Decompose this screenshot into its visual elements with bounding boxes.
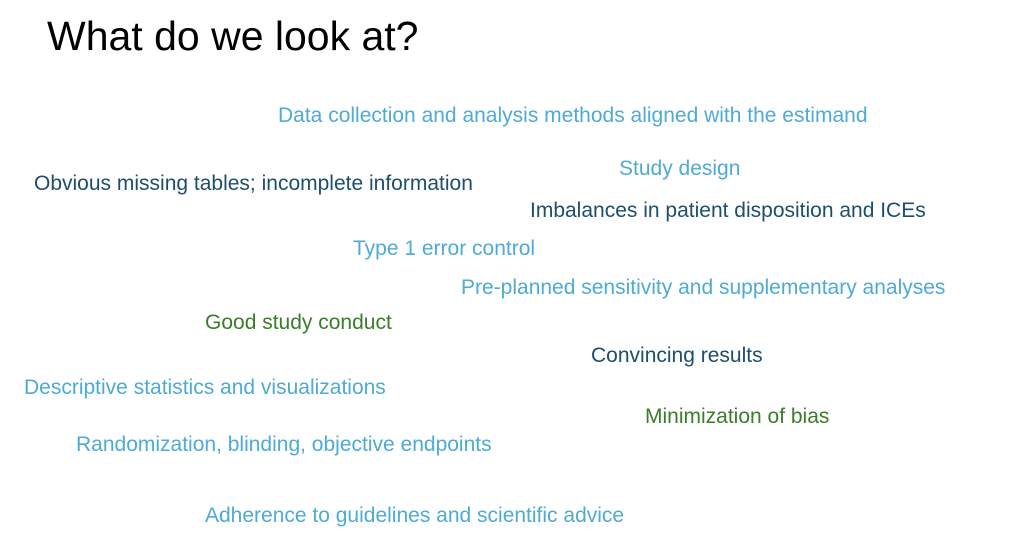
phrase-convincing: Convincing results xyxy=(591,344,763,367)
phrase-study-conduct: Good study conduct xyxy=(205,311,392,334)
phrase-bias: Minimization of bias xyxy=(645,405,830,428)
phrase-adherence: Adherence to guidelines and scientific a… xyxy=(205,504,625,527)
phrase-data-collection: Data collection and analysis methods ali… xyxy=(278,104,868,127)
phrase-missing-tables: Obvious missing tables; incomplete infor… xyxy=(34,172,473,195)
phrase-randomization: Randomization, blinding, objective endpo… xyxy=(76,433,492,456)
phrase-sensitivity: Pre-planned sensitivity and supplementar… xyxy=(461,276,946,299)
phrase-type1-error: Type 1 error control xyxy=(353,237,536,260)
phrase-study-design: Study design xyxy=(619,157,741,180)
phrase-imbalances: Imbalances in patient disposition and IC… xyxy=(530,199,926,222)
page-title: What do we look at? xyxy=(47,13,419,59)
phrase-descriptive: Descriptive statistics and visualization… xyxy=(24,376,386,399)
